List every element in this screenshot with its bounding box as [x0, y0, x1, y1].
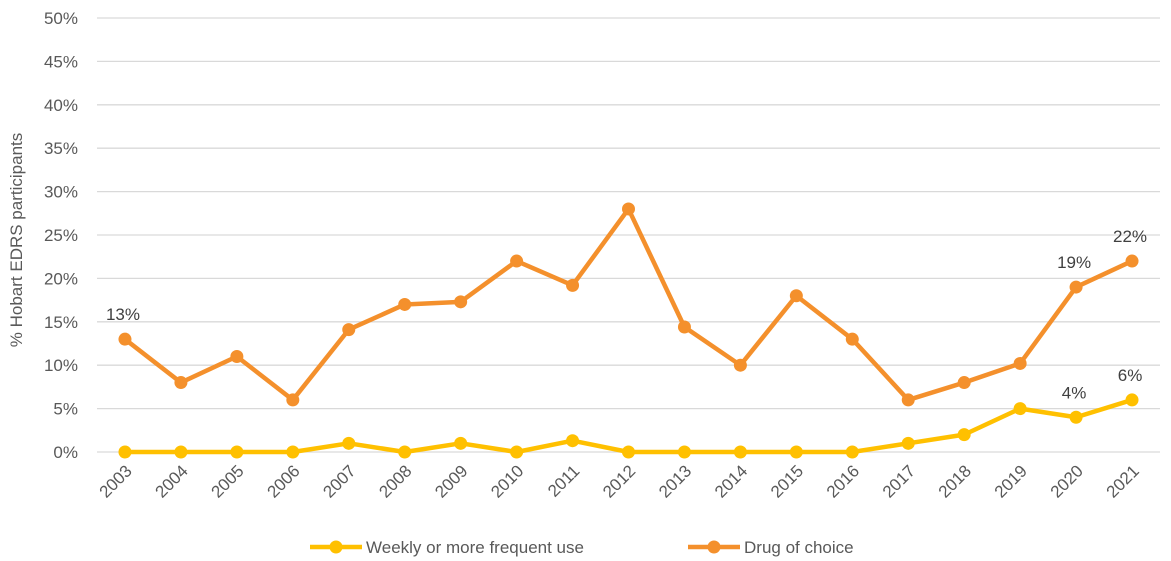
x-tick-label: 2003 [96, 461, 136, 501]
x-tick-label: 2020 [1047, 461, 1087, 501]
data-point [510, 445, 524, 459]
data-point [454, 436, 468, 450]
data-point [677, 320, 691, 334]
data-point [789, 289, 803, 303]
data-point [1125, 393, 1139, 407]
x-tick-label: 2011 [544, 461, 583, 500]
data-point [174, 376, 188, 390]
data-point [677, 445, 691, 459]
data-point [957, 428, 971, 442]
y-tick-label: 40% [44, 96, 78, 115]
x-tick-label: 2018 [935, 461, 975, 501]
data-point [118, 332, 132, 346]
data-label: 6% [1118, 366, 1143, 385]
x-tick-label: 2008 [375, 461, 415, 501]
series-line [122, 397, 1135, 455]
data-point [1069, 410, 1083, 424]
data-label: 13% [106, 305, 140, 324]
legend-label: Drug of choice [744, 538, 854, 557]
legend-item: Drug of choice [688, 538, 854, 557]
data-point [342, 436, 356, 450]
legend-marker [329, 540, 343, 554]
x-tick-label: 2007 [319, 461, 359, 501]
data-point [622, 445, 635, 459]
data-label: 4% [1062, 383, 1087, 402]
data-label: 22% [1113, 227, 1147, 246]
x-tick-label: 2006 [263, 461, 303, 501]
data-point [733, 358, 747, 372]
x-tick-label: 2004 [152, 461, 192, 501]
data-point [566, 278, 580, 292]
x-tick-label: 2005 [208, 461, 248, 501]
data-point [342, 323, 356, 337]
series-1 [118, 202, 1139, 407]
data-point [230, 445, 244, 459]
data-point [901, 436, 915, 450]
data-point [398, 445, 412, 459]
y-tick-label: 45% [44, 52, 78, 71]
y-tick-label: 15% [44, 313, 78, 332]
data-point [118, 445, 132, 459]
data-labels: 13% 19% 22% 4% 6% [106, 227, 1147, 402]
data-point [1013, 402, 1027, 416]
data-point [230, 350, 244, 364]
x-axis-ticks: 2003 2004 2005 2006 2007 2008 2009 2010 2011 2012… [96, 461, 1143, 501]
data-point [957, 376, 971, 390]
y-tick-label: 30% [44, 183, 78, 202]
data-point [454, 295, 468, 309]
data-point [566, 434, 580, 448]
x-tick-label: 2019 [991, 461, 1031, 501]
y-tick-label: 0% [53, 443, 78, 462]
x-tick-label: 2014 [711, 461, 751, 501]
data-point [174, 445, 188, 459]
legend-label: Weekly or more frequent use [366, 538, 584, 557]
data-point [733, 445, 747, 459]
y-tick-label: 5% [53, 400, 78, 419]
gridlines [97, 17, 1160, 453]
data-point [901, 393, 915, 407]
data-point [622, 202, 635, 216]
legend: Weekly or more frequent use Drug of choic… [310, 538, 854, 557]
series-0 [118, 393, 1139, 459]
data-label: 19% [1057, 253, 1091, 272]
x-tick-label: 2009 [431, 461, 471, 501]
y-tick-label: 20% [44, 269, 78, 288]
x-tick-label: 2010 [487, 461, 527, 501]
data-point [845, 445, 859, 459]
data-point [286, 445, 300, 459]
y-axis-title: % Hobart EDRS participants [7, 133, 26, 347]
y-tick-label: 50% [44, 9, 78, 28]
y-tick-label: 25% [44, 226, 78, 245]
x-tick-label: 2021 [1103, 461, 1143, 501]
series-layer [118, 202, 1139, 459]
x-tick-label: 2015 [767, 461, 807, 501]
data-point [510, 254, 524, 268]
x-tick-label: 2017 [879, 461, 919, 501]
data-point [286, 393, 300, 407]
y-tick-label: 10% [44, 356, 78, 375]
y-tick-label: 35% [44, 139, 78, 158]
data-point [1125, 254, 1139, 268]
legend-marker [707, 540, 721, 554]
x-tick-label: 2013 [655, 461, 695, 501]
data-point [1069, 280, 1083, 294]
data-point [845, 332, 859, 346]
series-line [122, 206, 1135, 403]
x-tick-label: 2016 [823, 461, 863, 501]
legend-item: Weekly or more frequent use [310, 538, 584, 557]
data-point [1013, 356, 1027, 370]
data-point [398, 297, 412, 311]
y-axis-ticks: 0% 5% 10% 15% 20% 25% 30% 35% 40% 45% 50% [44, 9, 78, 462]
x-tick-label: 2012 [599, 461, 639, 501]
data-point [789, 445, 803, 459]
